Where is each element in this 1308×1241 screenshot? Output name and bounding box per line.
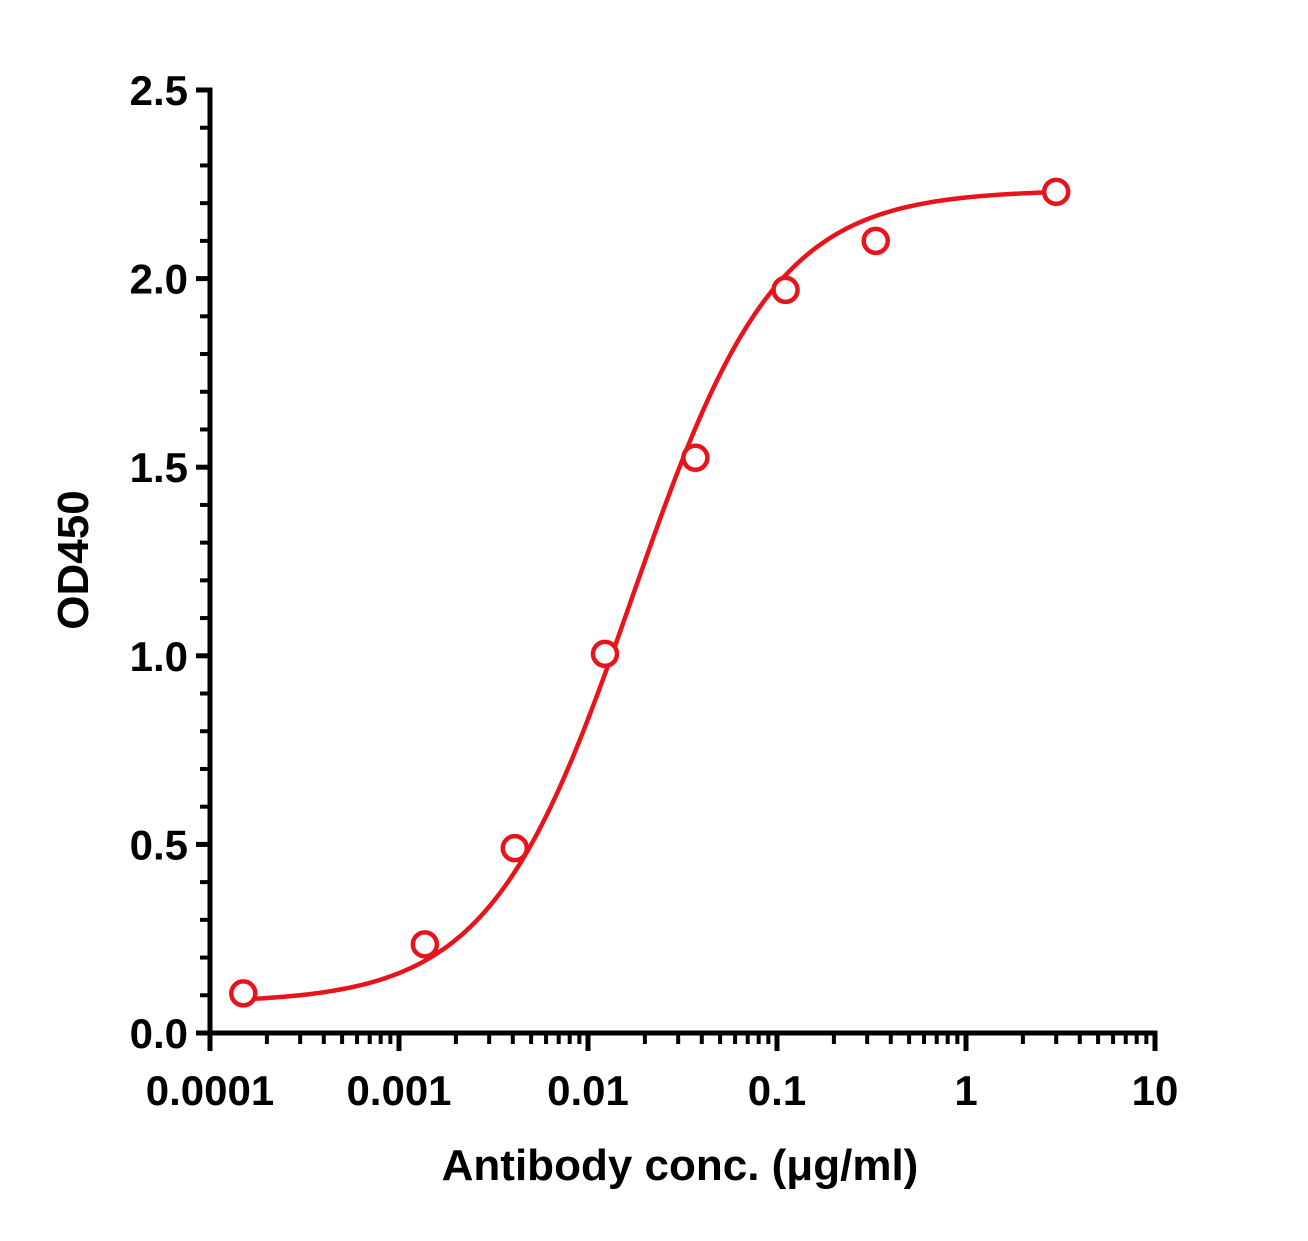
- data-point: [1041, 177, 1071, 207]
- y-tick-label: 0.5: [130, 821, 188, 868]
- data-point: [861, 226, 890, 256]
- y-tick-label: 1.0: [130, 633, 188, 680]
- fit-curve: [243, 189, 1057, 1002]
- data-point: [590, 639, 620, 669]
- tick-labels: 0.0 0.5 1.0 1.5 2.0 2.5 0.0001 0.001 0.01 0.1 1 10: [130, 67, 1179, 1114]
- data-point: [500, 833, 530, 863]
- x-tick-label: 0.01: [547, 1067, 629, 1114]
- y-axis-title: OD450: [49, 490, 98, 629]
- fit-curve-layer: [243, 189, 1057, 1002]
- data-point: [771, 275, 800, 305]
- x-tick-label: 0.0001: [146, 1067, 274, 1114]
- x-tick-label: 0.1: [748, 1067, 806, 1114]
- y-tick-label: 0.0: [130, 1010, 188, 1057]
- y-tick-label: 2.0: [130, 256, 188, 303]
- y-tick-label: 2.5: [130, 67, 188, 114]
- data-point: [681, 443, 710, 473]
- axes: [207, 87, 1158, 1038]
- data-points: [229, 177, 1071, 1008]
- x-axis-title: Antibody conc. (μg/ml): [442, 1141, 919, 1190]
- x-tick-label: 10: [1132, 1067, 1179, 1114]
- data-point: [410, 930, 440, 959]
- x-tick-label: 1: [954, 1067, 977, 1114]
- y-tick-label: 1.5: [130, 444, 188, 491]
- data-point: [229, 979, 258, 1008]
- tick-marks: [196, 87, 1158, 1051]
- x-tick-label: 0.001: [346, 1067, 451, 1114]
